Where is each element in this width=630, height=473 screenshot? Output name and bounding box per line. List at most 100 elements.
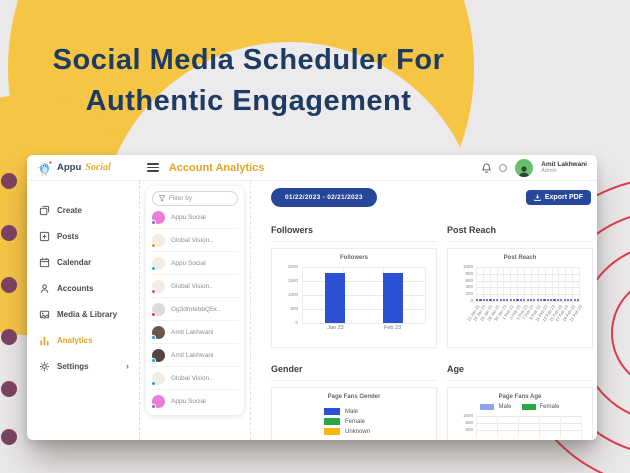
sidebar-item-settings[interactable]: Settings ›	[27, 353, 139, 379]
gridline	[476, 423, 582, 424]
filter-input[interactable]: Filter by	[152, 191, 238, 206]
user-name: Amit Lakhwani	[541, 160, 587, 168]
create-icon	[39, 205, 50, 216]
y-tick-label: 600	[465, 427, 473, 432]
account-list-item[interactable]: Amit Lakhwani	[151, 321, 238, 344]
account-list-item[interactable]: Global Vision..	[151, 275, 238, 298]
data-point	[556, 299, 559, 302]
sidebar-item-label: Posts	[57, 231, 79, 241]
gridline	[530, 267, 532, 301]
y-tick-label: 0	[295, 320, 298, 325]
analytics-icon	[39, 335, 50, 346]
sidebar-item-posts[interactable]: Posts	[27, 223, 139, 249]
platform-badge-icon	[151, 357, 156, 363]
sidebar-item-analytics[interactable]: Analytics	[27, 327, 139, 353]
export-pdf-label: Export PDF	[544, 194, 583, 201]
sidebar-item-create[interactable]: Create	[27, 197, 139, 223]
account-list-item[interactable]: Global Vision..	[151, 367, 238, 390]
age-heading: Age	[447, 364, 593, 381]
data-point	[492, 299, 496, 302]
legend-swatch	[480, 404, 495, 410]
hero-title-line2: Authentic Engagement	[85, 85, 412, 117]
platform-badge-icon	[151, 334, 156, 340]
accounts-panel: Filter by Appu Social Global Vision.. Appu…	[139, 181, 251, 440]
data-point	[476, 299, 479, 302]
gridline	[302, 281, 426, 282]
gridline	[565, 267, 567, 301]
data-point	[496, 299, 499, 302]
app-window: Appu Social Account Analytics Amit Lakhw…	[27, 155, 597, 440]
platform-badge-icon	[151, 380, 156, 386]
bell-icon[interactable]	[482, 162, 492, 173]
account-avatar	[151, 395, 165, 409]
gridline	[302, 323, 426, 324]
download-icon	[534, 194, 541, 201]
app-logo[interactable]: Appu Social	[37, 160, 111, 176]
x-tick-label: Feb 23	[383, 325, 402, 331]
logo-word-social: Social	[85, 162, 111, 173]
account-list-item[interactable]: Global Vision..	[151, 229, 238, 252]
y-tick-label: 200	[465, 291, 473, 297]
gridline	[489, 267, 491, 301]
purple-dot	[1, 277, 17, 293]
data-point	[516, 299, 519, 302]
sidebar-item-accounts[interactable]: Accounts	[27, 275, 139, 301]
gridline	[302, 295, 426, 296]
post-reach-heading: Post Reach	[447, 225, 593, 242]
account-list-item[interactable]: Appu Social	[151, 206, 238, 229]
platform-badge-icon	[151, 311, 156, 317]
y-tick-label: 800	[465, 420, 473, 425]
y-tick-label: 1500	[287, 278, 298, 283]
account-list-item[interactable]: Appu Social	[151, 390, 238, 413]
user-block[interactable]: Amit Lakhwani Admin	[541, 161, 587, 174]
y-tick-label: 600	[465, 277, 473, 283]
data-point	[577, 299, 580, 302]
posts-icon	[39, 231, 50, 242]
gender-column: Gender Page Fans Gender Male Female Unknow…	[271, 348, 437, 440]
date-range-button[interactable]: 01/22/2023 - 02/21/2023	[271, 188, 377, 207]
gridline	[579, 267, 580, 301]
account-name: Global Vision..	[171, 236, 213, 244]
account-list-item[interactable]: Gg3dmtebbQ5x..	[151, 298, 238, 321]
age-chart-title: Page Fans Age	[498, 394, 542, 400]
legend-swatch	[324, 428, 340, 435]
account-avatar	[151, 210, 165, 225]
user-avatar[interactable]	[515, 158, 534, 177]
purple-dot	[1, 429, 17, 445]
post-reach-chart-plot: 0 200 400 600 800 1000	[463, 264, 580, 303]
hamburger-menu-icon[interactable]	[146, 161, 159, 174]
account-avatar	[151, 348, 165, 363]
age-chart-card: Page Fans Age Male Female 1000 800 600	[447, 387, 593, 440]
help-icon[interactable]	[499, 163, 508, 172]
gender-heading: Gender	[271, 364, 437, 381]
followers-bar	[325, 272, 346, 323]
platform-badge-icon	[151, 265, 156, 271]
data-point	[539, 299, 543, 302]
platform-badge-icon	[151, 219, 156, 225]
legend-swatch	[521, 404, 536, 410]
data-point	[506, 299, 509, 302]
data-point	[526, 299, 529, 302]
account-list-item[interactable]: Amit Lakhwani	[151, 344, 238, 367]
y-tick-label: 1000	[287, 292, 298, 297]
platform-badge-icon	[151, 288, 156, 294]
settings-icon	[39, 361, 50, 372]
account-name: Amit Lakhwani	[171, 351, 214, 359]
legend-label: Unknown	[345, 428, 371, 435]
sidebar-item-calendar[interactable]: Calendar	[27, 249, 139, 275]
gridline	[476, 294, 580, 296]
account-list-item[interactable]: Appu Social	[151, 252, 238, 275]
gridline	[560, 416, 561, 438]
y-tick-label: 500	[290, 306, 298, 311]
page-title: Account Analytics	[168, 161, 265, 174]
data-point	[553, 299, 556, 302]
followers-bar	[382, 272, 403, 323]
export-pdf-button[interactable]: Export PDF	[525, 190, 591, 205]
sidebar-item-media-library[interactable]: Media & Library	[27, 301, 139, 327]
legend-label: Male	[345, 408, 359, 415]
header-right-group: Amit Lakhwani Admin	[482, 158, 587, 177]
sidebar-menu: Create Posts Calendar Accounts Media & Libra…	[27, 181, 139, 440]
account-avatar	[151, 302, 165, 317]
platform-badge-icon	[151, 404, 156, 409]
